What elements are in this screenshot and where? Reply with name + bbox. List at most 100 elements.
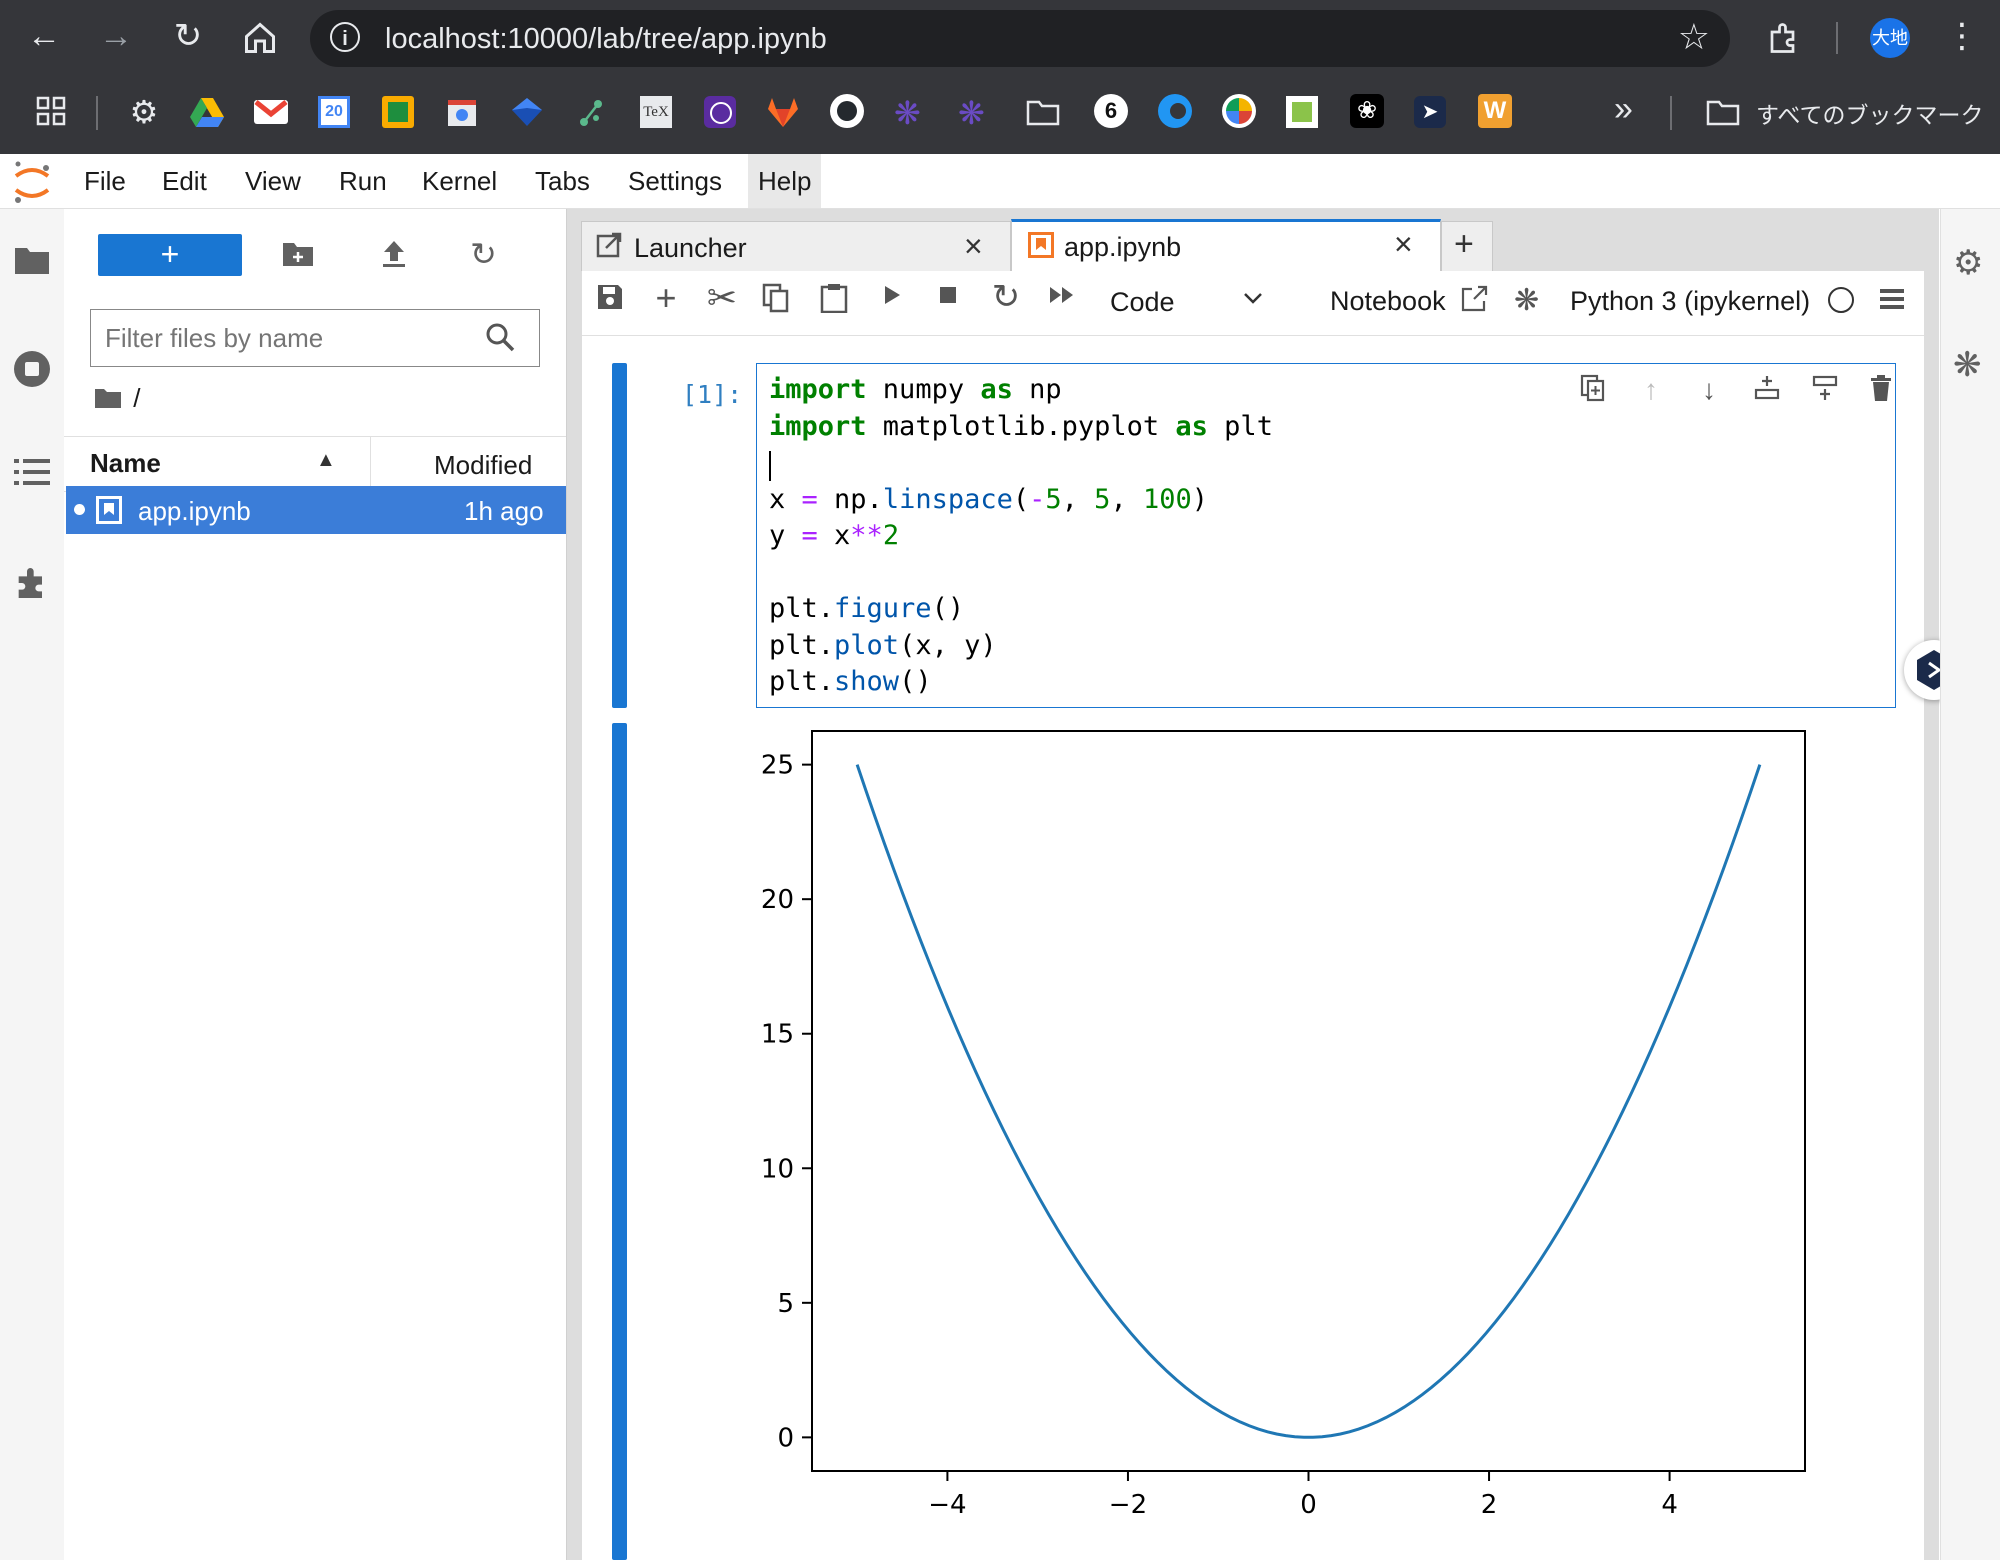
menu-help[interactable]: Help bbox=[748, 154, 822, 208]
restart-run-all-fast-forward-icon[interactable] bbox=[1042, 281, 1082, 317]
upload-icon[interactable] bbox=[380, 239, 408, 274]
move-down-arrow-icon[interactable]: ↓ bbox=[1702, 374, 1716, 405]
calendar-icon[interactable]: 20 bbox=[318, 96, 350, 128]
menu-run[interactable]: Run bbox=[339, 166, 387, 196]
breadcrumb-folder-icon[interactable] bbox=[94, 387, 122, 409]
home-icon[interactable] bbox=[238, 16, 282, 60]
external-link-icon[interactable] bbox=[1460, 285, 1488, 318]
kernel-status-idle-circle-icon bbox=[1828, 287, 1854, 313]
running-sessions-icon[interactable] bbox=[12, 349, 52, 394]
insert-cell-plus-icon[interactable]: + bbox=[655, 277, 677, 318]
property-inspector-menu-icon[interactable] bbox=[1878, 285, 1906, 318]
y-tick-label: 25 bbox=[761, 751, 794, 781]
chevron-down-icon bbox=[1242, 287, 1264, 314]
menu-view[interactable]: View bbox=[245, 166, 301, 196]
forward-arrow-icon[interactable]: → bbox=[99, 17, 133, 55]
run-cell-play-icon[interactable] bbox=[872, 281, 912, 317]
bug-purple-icon-2[interactable]: ❋ bbox=[958, 95, 985, 131]
insert-below-icon[interactable] bbox=[1805, 374, 1845, 409]
bookmark-star-icon[interactable]: ☆ bbox=[1677, 16, 1710, 57]
gitlab-icon[interactable] bbox=[766, 96, 800, 133]
pinwheel-icon[interactable] bbox=[1222, 94, 1256, 128]
more-menu-icon[interactable]: ⋮ bbox=[1945, 17, 1979, 55]
duplicate-cell-icon[interactable] bbox=[1573, 374, 1613, 409]
extension-manager-puzzle-icon[interactable] bbox=[12, 563, 52, 608]
delete-cell-trash-icon[interactable] bbox=[1861, 374, 1901, 409]
column-modified-header[interactable]: Modified bbox=[434, 450, 533, 480]
paste-icon[interactable] bbox=[814, 283, 854, 321]
classroom-icon[interactable] bbox=[382, 96, 414, 128]
github-icon[interactable] bbox=[830, 94, 864, 128]
tab-app-ipynb[interactable]: app.ipynb × bbox=[1011, 219, 1441, 271]
breadcrumb[interactable]: / bbox=[94, 383, 140, 414]
profile-avatar[interactable]: 大地 bbox=[1870, 18, 1910, 58]
google-drive-icon[interactable] bbox=[190, 98, 224, 133]
file-name[interactable]: app.ipynb bbox=[138, 496, 251, 526]
apps-icon[interactable] bbox=[36, 96, 66, 131]
property-inspector-gears-icon[interactable]: ⚙ bbox=[1953, 244, 1984, 282]
tex-icon[interactable]: TeX bbox=[640, 96, 672, 128]
purple-logo-icon[interactable] bbox=[704, 96, 736, 128]
menu-file[interactable]: File bbox=[84, 166, 126, 196]
save-icon[interactable] bbox=[590, 283, 630, 319]
back-arrow-icon[interactable]: ← bbox=[27, 17, 61, 55]
all-bookmarks-folder-icon[interactable] bbox=[1706, 98, 1740, 131]
new-launcher-button[interactable]: + bbox=[98, 234, 242, 276]
extensions-icon[interactable] bbox=[1762, 16, 1806, 60]
address-bar[interactable]: i localhost:10000/lab/tree/app.ipynb ☆ bbox=[310, 10, 1730, 67]
code-cell-editor[interactable]: import numpy as np import matplotlib.pyp… bbox=[756, 363, 1896, 708]
browser-toolbar: ← → ↻ i localhost:10000/lab/tree/app.ipy… bbox=[0, 0, 2000, 76]
bug-purple-icon[interactable]: ❋ bbox=[894, 95, 921, 131]
reload-icon[interactable]: ↻ bbox=[173, 17, 203, 55]
file-browser-folder-icon[interactable] bbox=[14, 245, 50, 280]
blue-arrow-icon[interactable] bbox=[1158, 94, 1192, 128]
w-icon[interactable]: W bbox=[1478, 94, 1512, 128]
bookmarks-overflow-icon[interactable]: » bbox=[1614, 90, 1633, 128]
menu-kernel[interactable]: Kernel bbox=[422, 166, 498, 196]
move-up-arrow-icon[interactable]: ↑ bbox=[1644, 374, 1658, 405]
file-row[interactable]: app.ipynb 1h ago bbox=[66, 486, 566, 534]
close-icon[interactable]: × bbox=[1394, 226, 1413, 262]
table-of-contents-icon[interactable] bbox=[14, 457, 50, 492]
cell-collapser[interactable] bbox=[612, 363, 627, 708]
openai-icon[interactable]: ❀ bbox=[1350, 94, 1384, 128]
tab-launcher[interactable]: Launcher × bbox=[581, 221, 1011, 271]
column-name-header[interactable]: Name bbox=[90, 448, 161, 478]
restart-kernel-icon[interactable]: ↻ bbox=[991, 278, 1021, 316]
plot-axes-frame bbox=[811, 730, 1806, 1472]
folder-icon[interactable] bbox=[1026, 98, 1060, 131]
green-logo-icon[interactable] bbox=[1286, 96, 1318, 128]
new-folder-icon[interactable] bbox=[282, 241, 314, 272]
deploy-icon[interactable]: ➤ bbox=[1414, 96, 1446, 128]
all-bookmarks-label[interactable]: すべてのブックマーク bbox=[1756, 102, 1984, 128]
debugger-bug-icon[interactable]: ❋ bbox=[1514, 284, 1540, 317]
close-icon[interactable]: × bbox=[964, 228, 983, 264]
debugger-bug-icon[interactable]: ❋ bbox=[1953, 346, 1982, 384]
git-icon[interactable] bbox=[576, 96, 606, 133]
code-line: import matplotlib.pyplot as plt bbox=[769, 410, 1273, 442]
insert-above-icon[interactable] bbox=[1747, 374, 1787, 409]
filter-files-input[interactable] bbox=[90, 309, 540, 367]
six-icon[interactable]: 6 bbox=[1094, 94, 1128, 128]
code-content[interactable]: import numpy as np import matplotlib.pyp… bbox=[769, 372, 1273, 701]
menu-settings[interactable]: Settings bbox=[628, 166, 722, 196]
breadcrumb-root[interactable]: / bbox=[133, 383, 141, 413]
y-tick-label: 20 bbox=[761, 885, 794, 915]
gmail-icon[interactable] bbox=[254, 98, 288, 131]
menu-tabs[interactable]: Tabs bbox=[535, 166, 590, 196]
bookmark-blue-icon[interactable] bbox=[510, 96, 544, 133]
interrupt-stop-icon[interactable] bbox=[928, 281, 968, 317]
open-in-notebook-label[interactable]: Notebook bbox=[1330, 286, 1446, 316]
new-tab-button[interactable]: + bbox=[1441, 221, 1493, 271]
chrome-web-store-icon[interactable] bbox=[446, 96, 478, 128]
copy-icon[interactable] bbox=[756, 283, 796, 321]
site-info-icon[interactable]: i bbox=[330, 22, 360, 52]
cut-scissors-icon[interactable]: ✂ bbox=[706, 277, 738, 318]
output-collapser[interactable] bbox=[612, 723, 627, 1560]
sort-ascending-icon[interactable]: ▲ bbox=[316, 449, 336, 471]
refresh-icon[interactable]: ↻ bbox=[470, 236, 497, 272]
cell-type-select[interactable]: Code bbox=[1102, 279, 1272, 325]
kernel-name[interactable]: Python 3 (ipykernel) bbox=[1570, 286, 1811, 316]
gear-icon[interactable]: ⚙ bbox=[129, 94, 159, 130]
menu-edit[interactable]: Edit bbox=[162, 166, 207, 196]
